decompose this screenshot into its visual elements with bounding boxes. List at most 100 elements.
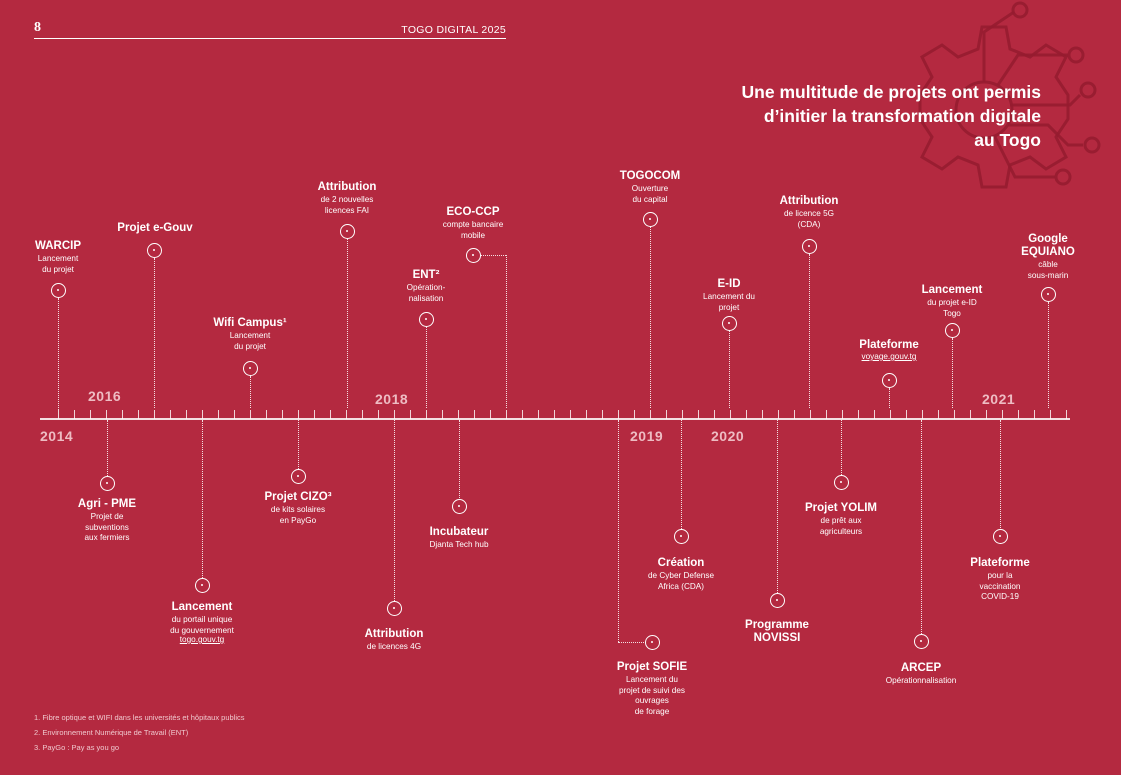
event-title: WARCIP	[35, 240, 81, 252]
event-title: ENT²	[412, 269, 440, 281]
event-desc: de kits solaires	[270, 505, 326, 514]
event-desc: licences FAI	[324, 205, 370, 215]
timeline-tick	[602, 410, 603, 419]
timeline-tick	[410, 410, 411, 419]
event-marker	[466, 248, 481, 263]
timeline-tick	[586, 410, 587, 419]
year-label: 2020	[711, 428, 745, 444]
event-title: Projet YOLIM	[805, 502, 877, 514]
connector-line	[921, 420, 922, 634]
timeline-tick	[1066, 410, 1067, 419]
event-desc: en PayGo	[279, 515, 317, 525]
event-attribution-fai: Attribution de 2 nouvelles licences FAI	[267, 181, 427, 215]
timeline-tick	[1050, 410, 1051, 419]
event-title: Projet CIZO³	[264, 491, 332, 503]
connector-line	[154, 258, 155, 408]
timeline-tick	[778, 410, 779, 419]
event-title: Projet SOFIE	[616, 661, 688, 673]
timeline-tick	[378, 410, 379, 419]
event-title: Attribution	[364, 628, 424, 640]
connector-line	[58, 298, 59, 410]
timeline-tick	[714, 410, 715, 419]
timeline-tick	[234, 410, 235, 419]
connector-line	[1048, 302, 1049, 408]
timeline-tick	[618, 410, 619, 419]
event-title: ARCEP	[900, 662, 942, 674]
connector-line	[347, 239, 348, 408]
event-desc: vaccination	[979, 581, 1021, 591]
timeline-tick	[938, 410, 939, 419]
connector-line	[250, 376, 251, 408]
event-cizo: Projet CIZO³ de kits solaires en PayGo	[218, 491, 378, 525]
timeline-tick	[474, 410, 475, 419]
event-desc: ouvrages	[635, 696, 669, 705]
event-desc: Opérationnalisation	[885, 676, 957, 685]
event-desc: du gouvernement	[170, 625, 234, 635]
event-desc: nalisation	[408, 293, 444, 303]
event-marker	[993, 529, 1008, 544]
connector-line	[1000, 420, 1001, 530]
event-link[interactable]: togo.gouv.tg	[179, 635, 225, 644]
event-desc: Lancement du	[703, 292, 755, 301]
event-title: Wifi Campus¹	[213, 317, 287, 329]
footnote: 3. PayGo : Pay as you go	[34, 743, 120, 752]
year-label: 2018	[375, 391, 409, 407]
connector-line	[889, 388, 890, 408]
timeline-tick	[362, 410, 363, 419]
timeline-tick	[1002, 410, 1003, 419]
event-title: TOGOCOM	[619, 170, 681, 182]
event-desc: Lancement du	[626, 675, 678, 684]
timeline-tick	[762, 410, 763, 419]
event-link[interactable]: voyage.gouv.tg	[861, 352, 917, 361]
connector-line	[841, 420, 842, 475]
event-title: NOVISSI	[753, 632, 801, 644]
timeline-tick	[634, 410, 635, 419]
event-desc: de licences 4G	[366, 642, 422, 651]
event-title: Plateforme	[970, 557, 1030, 569]
event-desc: de Cyber Defense	[648, 571, 714, 580]
year-label: 2014	[40, 428, 74, 444]
connector-line	[650, 227, 651, 408]
event-marker	[643, 212, 658, 227]
timeline-tick	[970, 410, 971, 419]
year-label: 2019	[630, 428, 664, 444]
event-desc: de prêt aux	[820, 516, 862, 525]
event-marker	[291, 469, 306, 484]
event-marker	[1041, 287, 1056, 302]
event-desc: du portail unique	[171, 615, 233, 624]
timeline-tick	[314, 410, 315, 419]
event-marker	[945, 323, 960, 338]
event-marker	[195, 578, 210, 593]
event-title: Incubateur	[429, 526, 489, 538]
connector-line	[952, 338, 953, 408]
connector-line	[506, 255, 507, 408]
event-desc: COVID-19	[981, 592, 1019, 601]
event-attribution-5g: Attribution de licence 5G (CDA)	[729, 195, 889, 229]
event-title: Projet e-Gouv	[117, 222, 193, 234]
timeline-axis	[40, 418, 1070, 420]
event-marker	[645, 635, 660, 650]
event-desc: Togo	[943, 308, 961, 318]
event-eid: E-ID Lancement du projet	[649, 278, 809, 312]
timeline-tick	[490, 410, 491, 419]
event-portail-unique: Lancement du portail unique du gouvernem…	[122, 601, 282, 645]
event-novissi: Programme NOVISSI	[697, 619, 857, 645]
timeline-tick	[906, 410, 907, 419]
event-yolim: Projet YOLIM de prêt aux agriculteurs	[761, 502, 921, 536]
timeline-tick	[522, 410, 523, 419]
timeline-tick	[650, 410, 651, 419]
timeline-tick	[826, 410, 827, 419]
timeline-tick	[666, 410, 667, 419]
timeline-tick	[426, 410, 427, 419]
event-title: Attribution	[317, 181, 377, 193]
footnote: 1. Fibre optique et WIFI dans les univer…	[34, 713, 245, 722]
event-marker	[51, 283, 66, 298]
event-title: Lancement	[921, 284, 983, 296]
year-label: 2021	[982, 391, 1016, 407]
document-title: TOGO DIGITAL 2025	[401, 24, 506, 36]
event-lancement-eid: Lancement du projet e-ID Togo	[872, 284, 1032, 318]
event-desc: de 2 nouvelles	[320, 195, 374, 204]
event-marker	[147, 243, 162, 258]
event-desc: mobile	[460, 230, 486, 240]
connector-line	[777, 420, 778, 593]
